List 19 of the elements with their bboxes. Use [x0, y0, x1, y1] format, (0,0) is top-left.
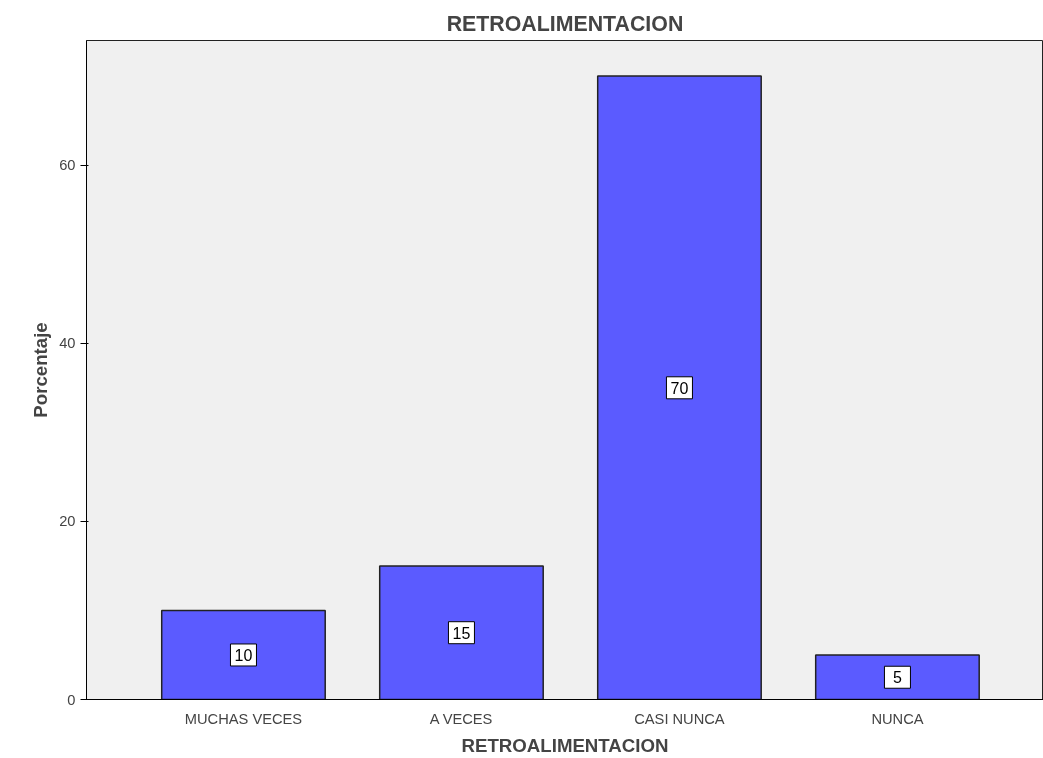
x-tick-label: MUCHAS VECES: [184, 710, 303, 727]
bar: [160, 609, 326, 700]
chart-title: RETROALIMENTACION: [446, 11, 684, 36]
y-tick-label: 0: [67, 691, 76, 708]
bar: [378, 565, 544, 700]
x-tick-label: A VECES: [429, 710, 493, 727]
data-label: 5: [892, 669, 902, 687]
data-label: 10: [234, 646, 253, 664]
y-tick-label: 40: [59, 335, 76, 352]
x-axis-title: RETROALIMENTACION: [461, 734, 669, 756]
y-tick-label: 60: [59, 157, 76, 174]
y-tick-label: 20: [59, 513, 76, 530]
data-label: 70: [670, 379, 689, 397]
bar: [814, 654, 980, 700]
x-tick-label: NUNCA: [871, 710, 924, 727]
x-tick-label: CASI NUNCA: [634, 710, 725, 727]
y-axis-title: Porcentaje: [30, 322, 52, 418]
data-label: 15: [452, 624, 471, 642]
bar: [596, 75, 762, 700]
